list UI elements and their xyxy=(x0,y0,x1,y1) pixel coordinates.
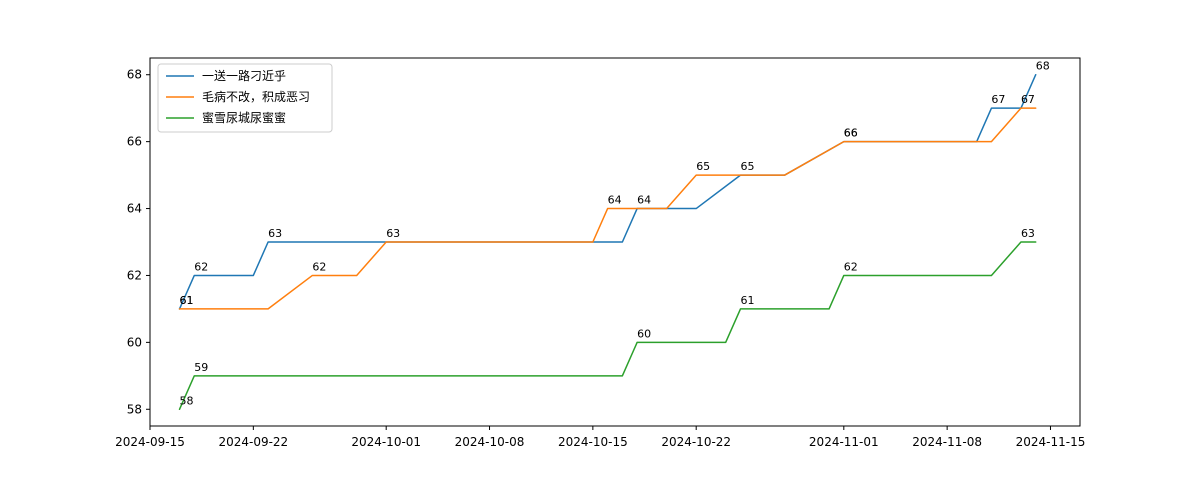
y-tick-label: 60 xyxy=(127,335,142,349)
data-labels-layer: 6162636465666768616263646566675859606162… xyxy=(180,60,1050,408)
data-label: 66 xyxy=(844,127,858,140)
data-label: 62 xyxy=(194,260,208,273)
y-axis: 58 60 62 64 66 68 xyxy=(127,68,150,416)
x-tick-label: 2024-10-01 xyxy=(351,435,421,449)
data-label: 63 xyxy=(1021,227,1035,240)
y-tick-label: 58 xyxy=(127,402,142,416)
x-tick-label: 2024-10-08 xyxy=(455,435,525,449)
data-label: 67 xyxy=(991,93,1005,106)
data-label: 68 xyxy=(1036,60,1050,73)
y-tick-label: 68 xyxy=(127,68,142,82)
x-tick-label: 2024-11-01 xyxy=(809,435,879,449)
data-label: 62 xyxy=(312,260,326,273)
x-tick-label: 2024-10-22 xyxy=(661,435,731,449)
series-line-3 xyxy=(178,241,1037,411)
series-line-1 xyxy=(178,73,1037,310)
y-tick-label: 66 xyxy=(127,135,142,149)
legend-entry-1: 一送一路刁近乎 xyxy=(202,68,286,83)
x-axis: 2024-09-15 2024-09-22 2024-10-01 2024-10-08… xyxy=(115,426,1085,449)
x-tick-label: 2024-11-08 xyxy=(912,435,982,449)
legend-box xyxy=(157,63,333,133)
legend-entry-3: 蜜雪尿城尿蜜蜜 xyxy=(202,110,286,125)
data-label: 58 xyxy=(180,394,194,407)
plot-frame xyxy=(149,57,1081,427)
data-label: 61 xyxy=(180,294,194,307)
data-label: 63 xyxy=(268,227,282,240)
data-label: 61 xyxy=(740,294,754,307)
data-label: 65 xyxy=(740,160,754,173)
y-tick-label: 62 xyxy=(127,268,142,282)
legend-entry-2: 毛病不改，积成恶习 xyxy=(202,89,310,104)
data-label: 60 xyxy=(637,327,651,340)
data-label: 63 xyxy=(386,227,400,240)
x-tick-label: 2024-09-15 xyxy=(115,435,185,449)
data-label: 59 xyxy=(194,361,208,374)
series-line-2 xyxy=(178,107,1037,310)
data-label: 64 xyxy=(608,194,622,207)
data-label: 61 xyxy=(180,294,194,307)
y-tick-label: 64 xyxy=(127,202,142,216)
data-label: 66 xyxy=(844,127,858,140)
data-label: 64 xyxy=(637,194,651,207)
x-tick-label: 2024-10-15 xyxy=(558,435,628,449)
data-label: 62 xyxy=(844,260,858,273)
x-tick-label: 2024-09-22 xyxy=(218,435,288,449)
data-label: 65 xyxy=(696,160,710,173)
series-layer xyxy=(178,73,1037,411)
x-tick-label: 2024-11-15 xyxy=(1016,435,1086,449)
data-label: 67 xyxy=(1021,93,1035,106)
